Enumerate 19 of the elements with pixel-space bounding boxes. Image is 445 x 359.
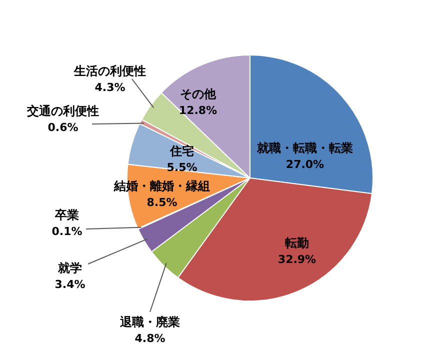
slice-label: 退職・廃業 bbox=[119, 315, 180, 329]
data-label: 27.0% bbox=[286, 158, 324, 171]
data-label: 3.4% bbox=[54, 278, 86, 291]
slice-label: 交通の利便性 bbox=[26, 104, 99, 118]
slice-label: 生活の利便性 bbox=[73, 64, 146, 78]
data-label: 0.6% bbox=[48, 121, 78, 134]
data-label: 12.8% bbox=[178, 104, 218, 117]
slice-label: 就学 bbox=[57, 261, 82, 275]
data-label: 0.1% bbox=[52, 225, 82, 238]
data-label: 4.3% bbox=[94, 81, 126, 94]
slice-label: 卒業 bbox=[54, 208, 79, 222]
data-label: 8.5% bbox=[146, 196, 178, 209]
data-label: 32.9% bbox=[278, 253, 316, 266]
slice-label: 住宅 bbox=[169, 144, 194, 158]
data-label: 5.5% bbox=[166, 161, 198, 174]
data-label: 4.8% bbox=[134, 332, 166, 345]
slice-label: その他 bbox=[180, 87, 217, 101]
slice-label: 就職・転職・転業 bbox=[256, 141, 353, 155]
slice-label: 転勤 bbox=[285, 236, 309, 250]
